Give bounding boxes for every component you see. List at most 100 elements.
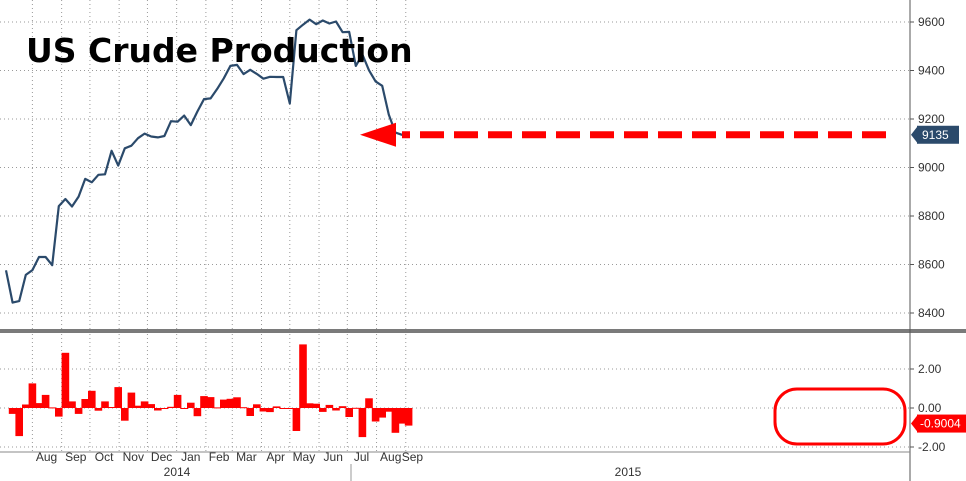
y-tick-label-top: 8800 [918, 209, 945, 223]
change-bar [352, 407, 360, 409]
change-bar [220, 399, 228, 408]
change-bar [378, 408, 386, 418]
change-bar [200, 396, 208, 408]
change-bar [154, 408, 162, 411]
change-bar [332, 408, 340, 411]
highlight-circle [773, 387, 907, 446]
change-bar [187, 402, 195, 408]
change-bar [371, 408, 380, 422]
last-change-pointer [911, 414, 918, 433]
x-year-label: 2014 [164, 465, 191, 479]
x-year-label: 2015 [615, 465, 642, 479]
x-month-label: Aug [380, 450, 401, 464]
x-axis: 8400 8600 8800 9000 9200 9400 9600 -2.00 0.00 2.0… [36, 15, 966, 481]
change-bar [385, 408, 393, 412]
change-bar [246, 408, 254, 416]
change-bar [345, 408, 353, 417]
chart-title: US Crude Production [26, 31, 413, 70]
y-tick-label-top: 9000 [918, 161, 945, 175]
change-bar [338, 406, 347, 408]
x-month-label: Nov [123, 450, 144, 464]
change-bar [28, 383, 37, 408]
change-bar [319, 408, 327, 412]
change-bar [127, 392, 136, 408]
change-bar [160, 408, 169, 409]
last-value-label: 9135 [922, 128, 949, 142]
change-bar [167, 406, 175, 408]
y-tick-label-top: 9200 [918, 112, 945, 126]
x-month-label: Dec [151, 450, 172, 464]
change-bar [107, 407, 116, 408]
change-bar [226, 398, 235, 408]
dashed-arrow-head [360, 122, 396, 147]
change-bar [398, 408, 406, 424]
change-bar [48, 407, 56, 409]
y-tick-label-bottom: 0.00 [918, 401, 942, 415]
last-value-pointer [911, 125, 918, 144]
x-month-label: Feb [209, 450, 230, 464]
last-change-label: -0.9004 [920, 417, 961, 431]
change-bar [140, 401, 149, 408]
y-tick-label-top: 8600 [918, 258, 945, 272]
x-month-label: Mar [236, 450, 257, 464]
change-bar [35, 403, 43, 408]
change-bar [74, 408, 83, 414]
change-bar [299, 344, 307, 408]
top-panel [4, 18, 886, 304]
change-bar [101, 401, 109, 408]
change-bar [81, 399, 89, 408]
change-bar [213, 407, 221, 409]
x-month-label: Jul [354, 450, 369, 464]
x-month-label: Apr [266, 450, 285, 464]
change-bar [266, 408, 274, 413]
change-bar [272, 406, 281, 408]
change-bar [114, 387, 122, 408]
y-tick-label-top: 8400 [918, 306, 945, 320]
change-bar [279, 408, 287, 409]
y-tick-label-bottom: 2.00 [918, 362, 942, 376]
change-bar [15, 408, 23, 437]
change-bar [233, 397, 241, 408]
change-bar [180, 408, 188, 409]
y-tick-label-top: 9600 [918, 15, 945, 29]
change-bar [206, 397, 215, 408]
change-bar [292, 408, 301, 431]
x-month-label: Oct [95, 450, 114, 464]
y-tick-label-bottom: -2.00 [918, 440, 946, 454]
change-bar [121, 408, 129, 421]
change-bar [61, 352, 70, 408]
change-bar [41, 394, 50, 408]
change-bar [404, 408, 413, 426]
production-line [4, 18, 409, 304]
x-month-label: Aug [36, 450, 57, 464]
x-month-label: Jan [181, 450, 200, 464]
x-month-label: Sep [65, 450, 87, 464]
change-bar [259, 408, 268, 412]
change-bar [305, 403, 314, 408]
change-bar [358, 408, 367, 438]
change-bar [134, 405, 142, 408]
change-bar [94, 408, 103, 411]
change-bar [55, 408, 63, 417]
change-bar [22, 404, 30, 408]
x-month-label: Jun [324, 450, 343, 464]
change-bar [239, 407, 248, 409]
change-bar [88, 390, 96, 408]
last-change-badge [917, 414, 966, 433]
change-bar [253, 404, 261, 408]
x-month-label: May [293, 450, 316, 464]
change-bar [286, 408, 294, 409]
change-bar [312, 403, 320, 408]
bottom-panel [8, 344, 907, 446]
change-bar [8, 408, 17, 414]
change-bar [193, 408, 202, 417]
change-bar [391, 408, 400, 433]
change-bar [325, 404, 334, 408]
change-bar [173, 394, 182, 408]
change-bar [365, 398, 373, 409]
last-value-badge [917, 125, 959, 144]
y-tick-label-top: 9400 [918, 64, 945, 78]
panel-separator [0, 329, 966, 333]
